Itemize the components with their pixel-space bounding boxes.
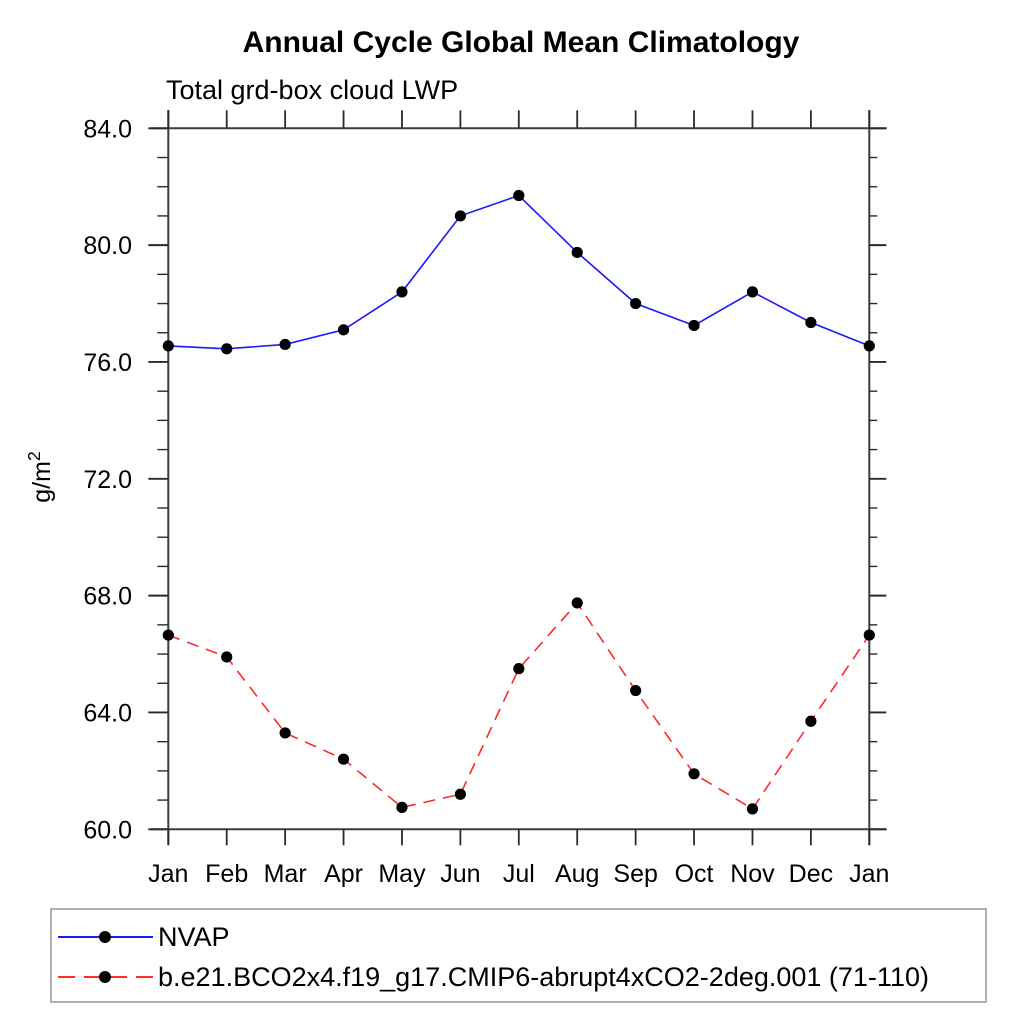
y-axis-label: g/m2 xyxy=(24,451,56,502)
legend-item-nvap: NVAP xyxy=(58,922,230,952)
y-tick-label: 60.0 xyxy=(83,816,132,844)
series-model-run xyxy=(162,597,875,815)
data-series xyxy=(162,189,875,815)
x-tick-label: Jul xyxy=(503,860,535,888)
x-tick-label: Nov xyxy=(730,860,775,888)
legend-label-nvap: NVAP xyxy=(158,922,230,952)
data-point-marker xyxy=(571,597,583,609)
data-point-marker xyxy=(513,189,525,202)
data-point-marker xyxy=(863,340,875,352)
data-point-marker xyxy=(863,629,875,641)
x-tick-label: Oct xyxy=(675,860,714,888)
data-point-marker xyxy=(279,338,291,351)
x-axis-tick-labels: Jan Feb Mar Apr May Jun Jul Aug Sep Oct Nov Dec Jan xyxy=(148,860,889,888)
x-tick-label: Jan xyxy=(148,860,188,888)
data-point-marker xyxy=(688,768,700,780)
data-point-marker xyxy=(221,343,233,355)
data-point-marker xyxy=(805,316,817,329)
data-point-marker xyxy=(279,727,291,739)
y-tick-label: 84.0 xyxy=(83,115,132,143)
y-tick-label: 64.0 xyxy=(83,699,132,727)
y-axis-tick-labels: 60.0 64.0 68.0 72.0 76.0 80.0 84.0 xyxy=(83,115,132,844)
legend-item-model-run: b.e21.BCO2x4.f19_g17.CMIP6-abrupt4xCO2-2… xyxy=(58,962,929,992)
legend-label-model-run: b.e21.BCO2x4.f19_g17.CMIP6-abrupt4xCO2-2… xyxy=(158,962,929,992)
plot-axes xyxy=(148,110,887,846)
x-tick-label: Aug xyxy=(555,860,599,888)
data-point-marker xyxy=(162,340,174,352)
data-point-marker xyxy=(630,684,642,697)
x-tick-label: Jun xyxy=(440,860,480,888)
data-point-marker xyxy=(630,297,642,310)
chart-title: Annual Cycle Global Mean Climatology xyxy=(243,26,800,59)
y-tick-label: 72.0 xyxy=(83,466,132,494)
data-point-marker xyxy=(337,753,350,765)
y-tick-label: 80.0 xyxy=(83,232,132,260)
y-tick-label: 76.0 xyxy=(83,349,132,377)
x-tick-label: Dec xyxy=(789,860,833,888)
x-tick-label: Apr xyxy=(324,860,363,888)
data-point-marker xyxy=(746,803,759,815)
x-tick-label: Sep xyxy=(613,860,657,888)
data-point-marker xyxy=(162,629,174,641)
y-tick-label: 68.0 xyxy=(83,583,132,611)
data-point-marker xyxy=(337,324,350,336)
legend: NVAP b.e21.BCO2x4.f19_g17.CMIP6-abrupt4x… xyxy=(50,908,987,1003)
data-point-marker xyxy=(396,801,408,813)
data-point-marker xyxy=(454,210,466,222)
data-point-marker xyxy=(221,651,233,663)
data-point-marker xyxy=(513,663,525,675)
x-tick-label: Jan xyxy=(849,860,889,888)
x-tick-label: Feb xyxy=(205,860,248,888)
data-point-marker xyxy=(688,319,700,332)
legend-box xyxy=(50,908,987,1003)
data-point-marker xyxy=(805,715,817,727)
data-point-marker xyxy=(454,788,466,800)
series-nvap xyxy=(162,189,875,355)
x-tick-label: May xyxy=(378,860,426,888)
series-line xyxy=(168,601,870,810)
data-point-marker xyxy=(396,286,408,298)
chart-subtitle: Total grd-box cloud LWP xyxy=(166,75,458,105)
legend-marker-dot xyxy=(99,971,111,983)
legend-marker-dot xyxy=(99,931,111,943)
data-point-marker xyxy=(571,246,583,259)
series-line xyxy=(168,194,870,350)
x-tick-label: Mar xyxy=(264,860,307,888)
data-point-marker xyxy=(746,286,759,298)
